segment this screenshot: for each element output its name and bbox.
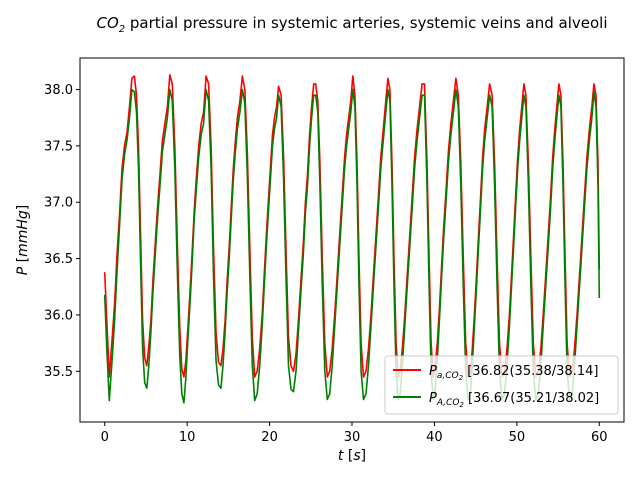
- x-axis: 0 10 20 30 40 50 60: [101, 422, 608, 445]
- series-group: [103, 74, 601, 404]
- y-axis: 35.5 36.0 36.5 37.0 37.5 38.0: [44, 83, 80, 380]
- chart-title: CO2 partial pressure in systemic arterie…: [96, 14, 607, 35]
- legend-label-series-1: Pa,CO2 [36.82(35.38/38.14]: [429, 364, 598, 382]
- x-axis-label: t [s]: [338, 448, 366, 464]
- x-tick-label: 50: [509, 430, 526, 445]
- x-tick-label: 40: [426, 430, 443, 445]
- x-tick-label: 60: [591, 430, 608, 445]
- y-tick-label: 37.5: [44, 139, 73, 154]
- legend-label-series-2: PA,CO2 [36.67(35.21/38.02]: [429, 391, 599, 409]
- y-tick-label: 36.0: [44, 308, 73, 323]
- y-tick-label: 36.5: [44, 252, 73, 267]
- x-tick-label: 20: [261, 430, 278, 445]
- legend: Pa,CO2 [36.82(35.38/38.14] PA,CO2 [36.67…: [384, 355, 619, 415]
- y-axis-label: P [mmHg]: [15, 205, 31, 276]
- x-tick-label: 30: [344, 430, 361, 445]
- x-tick-label: 10: [179, 430, 196, 445]
- y-tick-label: 38.0: [44, 83, 73, 98]
- y-tick-label: 35.5: [44, 365, 73, 380]
- y-tick-label: 37.0: [44, 196, 73, 211]
- legend-box: [384, 355, 619, 415]
- x-tick-label: 0: [101, 430, 109, 445]
- series-line-2: [103, 88, 601, 404]
